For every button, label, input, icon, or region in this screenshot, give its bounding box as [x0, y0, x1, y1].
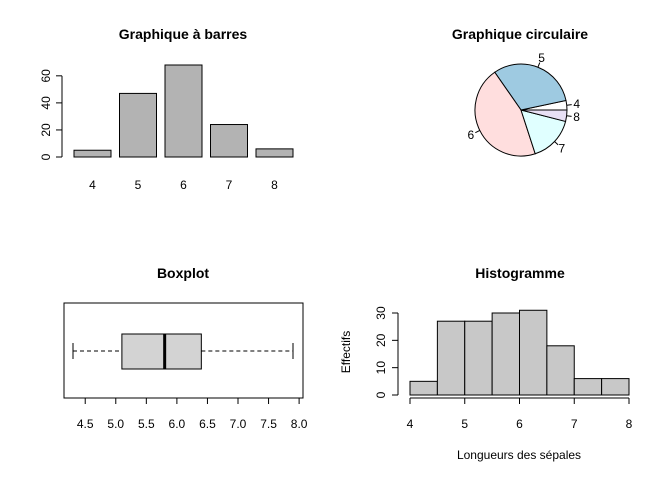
histogram-x-tick-label: 5: [461, 417, 468, 431]
bar-category-label: 5: [135, 178, 142, 192]
bar-category-label: 6: [180, 178, 187, 192]
histogram-x-tick-label: 8: [626, 417, 633, 431]
boxplot-x-tick-label: 6.5: [199, 417, 216, 431]
bar-y-tick-label: 60: [39, 69, 53, 83]
pie-label-leader: [475, 130, 481, 134]
boxplot-x-tick-label: 7.5: [260, 417, 277, 431]
histogram-y-label: Effectifs: [339, 331, 353, 373]
pie-slice-label: 5: [538, 51, 545, 65]
bar-y-tick-label: 40: [39, 96, 53, 110]
pie-slice-5: [494, 63, 567, 111]
pie-slice-label: 6: [467, 128, 474, 142]
boxplot-x-tick-label: 5.0: [107, 417, 124, 431]
pie-label-leader: [537, 62, 541, 68]
boxplot-x-tick-label: 5.5: [138, 417, 155, 431]
histogram-bar: [464, 320, 493, 396]
histogram-x-tick-label: 4: [407, 417, 414, 431]
pie-slice-label: 4: [573, 97, 580, 111]
histogram-y-tick-label: 30: [374, 306, 388, 320]
pie-slice-7: [520, 109, 567, 155]
bar-category-label: 8: [271, 178, 278, 192]
pie-slice-label: 7: [558, 141, 565, 155]
bar-5: [119, 92, 157, 158]
bar-chart-bars: [73, 64, 294, 158]
bar-chart-y-ticks: 0 20 40 60: [39, 69, 62, 160]
bar-6: [164, 64, 203, 158]
histogram-bar: [491, 312, 520, 396]
histogram-bar: [409, 380, 438, 396]
boxplot-x-tick-label: 8.0: [291, 417, 308, 431]
histogram-bars: [409, 309, 630, 396]
histogram-panel: Histogramme 4 5 6 7 8 0 10 20 30 Longueurs des …: [339, 265, 633, 462]
bar-chart-category-labels: 4 5 6 7 8: [89, 178, 278, 192]
histogram-y-tick-label: 0: [374, 391, 388, 398]
histogram-x-ticks: 4 5 6 7 8: [407, 398, 633, 431]
bar-chart-title: Graphique à barres: [119, 26, 248, 42]
boxplot-box: [72, 333, 294, 370]
pie-chart-panel: Graphique circulaire 4 5 6 7 8: [452, 26, 588, 157]
bar-chart-panel: Graphique à barres 4 5 6 7 8 0 20 40 60: [39, 26, 294, 192]
histogram-y-tick-label: 10: [374, 361, 388, 375]
boxplot-x-tick-label: 7.0: [230, 417, 247, 431]
histogram-bar: [436, 320, 466, 396]
histogram-y-tick-label: 20: [374, 333, 388, 347]
pie-label-leader: [554, 141, 559, 146]
histogram-bar: [546, 345, 575, 396]
boxplot-x-tick-label: 4.5: [77, 417, 94, 431]
pie-chart-title: Graphique circulaire: [452, 26, 588, 42]
pie-label-leader: [566, 104, 572, 106]
bar-y-tick-label: 0: [39, 153, 53, 160]
boxplot-x-tick-label: 6.0: [169, 417, 186, 431]
histogram-title: Histogramme: [475, 265, 565, 281]
bar-4: [73, 149, 112, 158]
bar-y-tick-label: 20: [39, 123, 53, 137]
histogram-x-label: Longueurs des sépales: [457, 448, 581, 462]
histogram-y-ticks: 0 10 20 30: [374, 306, 398, 398]
boxplot-iqr-box: [121, 333, 202, 370]
boxplot-x-ticks: 4.5 5.0 5.5 6.0 6.5 7.0 7.5 8.0: [77, 398, 308, 431]
histogram-x-tick-label: 6: [516, 417, 523, 431]
bar-category-label: 7: [226, 178, 233, 192]
histogram-x-tick-label: 7: [571, 417, 578, 431]
histogram-bar: [519, 309, 548, 396]
bar-8: [255, 148, 294, 158]
boxplot-panel: Boxplot 4.5 5.0 5.5 6.0 6.5 7.0 7.5 8.0: [63, 265, 308, 431]
pie-chart-labels: 4 5 6 7 8: [467, 51, 580, 155]
histogram-bar: [573, 378, 603, 396]
bar-7: [210, 124, 248, 158]
bar-category-label: 4: [89, 178, 96, 192]
histogram-bar: [601, 378, 630, 396]
pie-slice-label: 8: [573, 110, 580, 124]
pie-chart-slices: [474, 63, 568, 157]
boxplot-title: Boxplot: [157, 265, 209, 281]
pie-label-leader: [566, 115, 572, 117]
